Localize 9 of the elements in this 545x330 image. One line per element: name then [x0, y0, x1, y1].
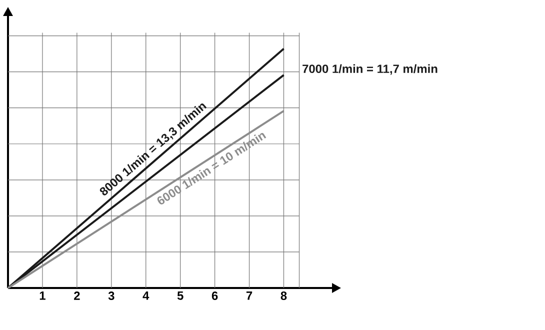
series-label: 7000 1/min = 11,7 m/min — [302, 64, 438, 75]
x-tick-label: 1 — [40, 292, 46, 300]
x-tick-label: 8 — [280, 292, 287, 300]
x-tick-label: 7 — [246, 292, 252, 300]
x-tick-label: 2 — [74, 292, 80, 300]
x-tick-label: 5 — [177, 292, 184, 300]
x-tick-label: 3 — [108, 292, 114, 300]
x-tick-label: 6 — [212, 292, 218, 300]
x-tick-label: 4 — [142, 292, 150, 300]
